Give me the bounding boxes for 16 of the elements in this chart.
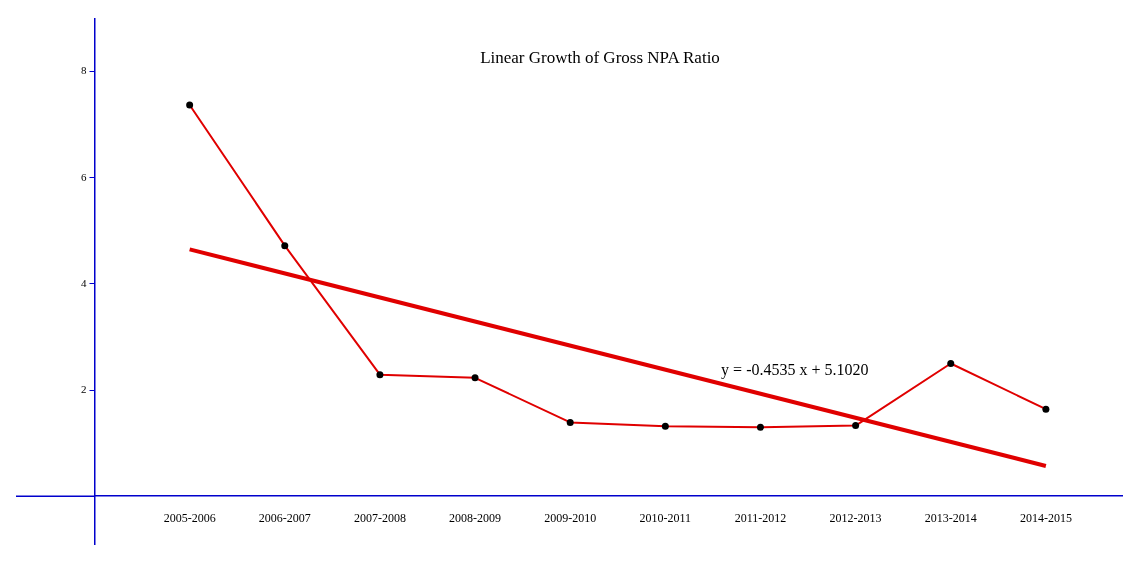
x-tick-label: 2011-2012 [734, 510, 787, 525]
x-tick-label: 2013-2014 [924, 510, 977, 525]
x-tick-label: 2006-2007 [258, 510, 311, 525]
x-tick-label: 2014-2015 [1019, 510, 1072, 525]
x-tick-label: 2008-2009 [449, 510, 502, 525]
x-tick-label: 2005-2006 [163, 510, 216, 525]
y-tick-label: 8 [81, 64, 87, 77]
y-tick-label: 4 [81, 276, 87, 289]
x-tick-label: 2007-2008 [353, 510, 406, 525]
x-tick-label: 2010-2011 [639, 510, 692, 525]
x-tick-label: 2009-2010 [544, 510, 597, 525]
y-tick-label: 6 [81, 170, 87, 183]
y-tick-label: 2 [81, 382, 87, 395]
text: Linear Growth of Gross NPA Ratio [480, 47, 720, 67]
x-tick-label: 2012-2013 [829, 510, 882, 525]
annotation: y = -0.4535 x + 5.1020 [721, 361, 869, 380]
